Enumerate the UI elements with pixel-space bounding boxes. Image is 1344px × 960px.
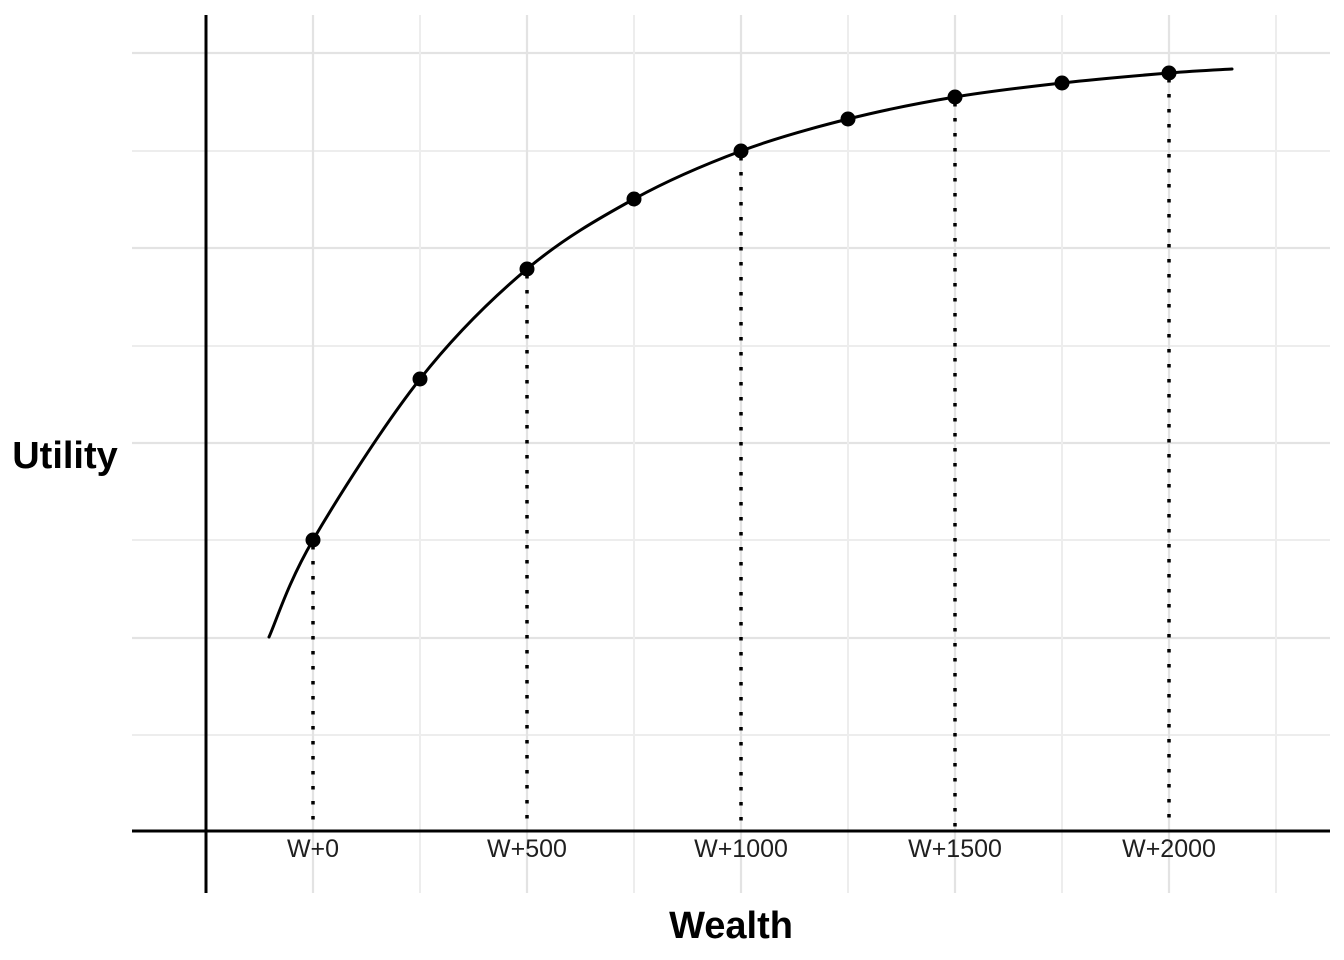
- data-point: [305, 532, 321, 548]
- data-point: [1161, 65, 1177, 81]
- data-point: [1054, 75, 1070, 91]
- y-axis-title: Utility: [12, 435, 118, 477]
- gridlines: [132, 15, 1330, 893]
- x-axis-title: Wealth: [669, 905, 793, 947]
- utility-curve: [267, 67, 1234, 639]
- x-tick-label: W+1000: [694, 835, 788, 863]
- data-points: [305, 65, 1177, 548]
- x-tick-labels: W+0 W+500 W+1000 W+1500 W+2000: [287, 835, 1216, 863]
- data-point: [626, 191, 642, 207]
- x-tick-label: W+2000: [1122, 835, 1216, 863]
- data-point: [519, 261, 535, 277]
- utility-curve-path: [267, 67, 1234, 639]
- data-point: [840, 111, 856, 127]
- x-tick-label: W+500: [487, 835, 567, 863]
- data-point: [733, 143, 749, 159]
- data-point: [947, 89, 963, 105]
- axis-lines: [132, 15, 1330, 893]
- data-point: [412, 371, 428, 387]
- x-tick-label: W+1500: [908, 835, 1002, 863]
- dotted-droplines: [311, 79, 1171, 828]
- x-tick-label: W+0: [287, 835, 339, 863]
